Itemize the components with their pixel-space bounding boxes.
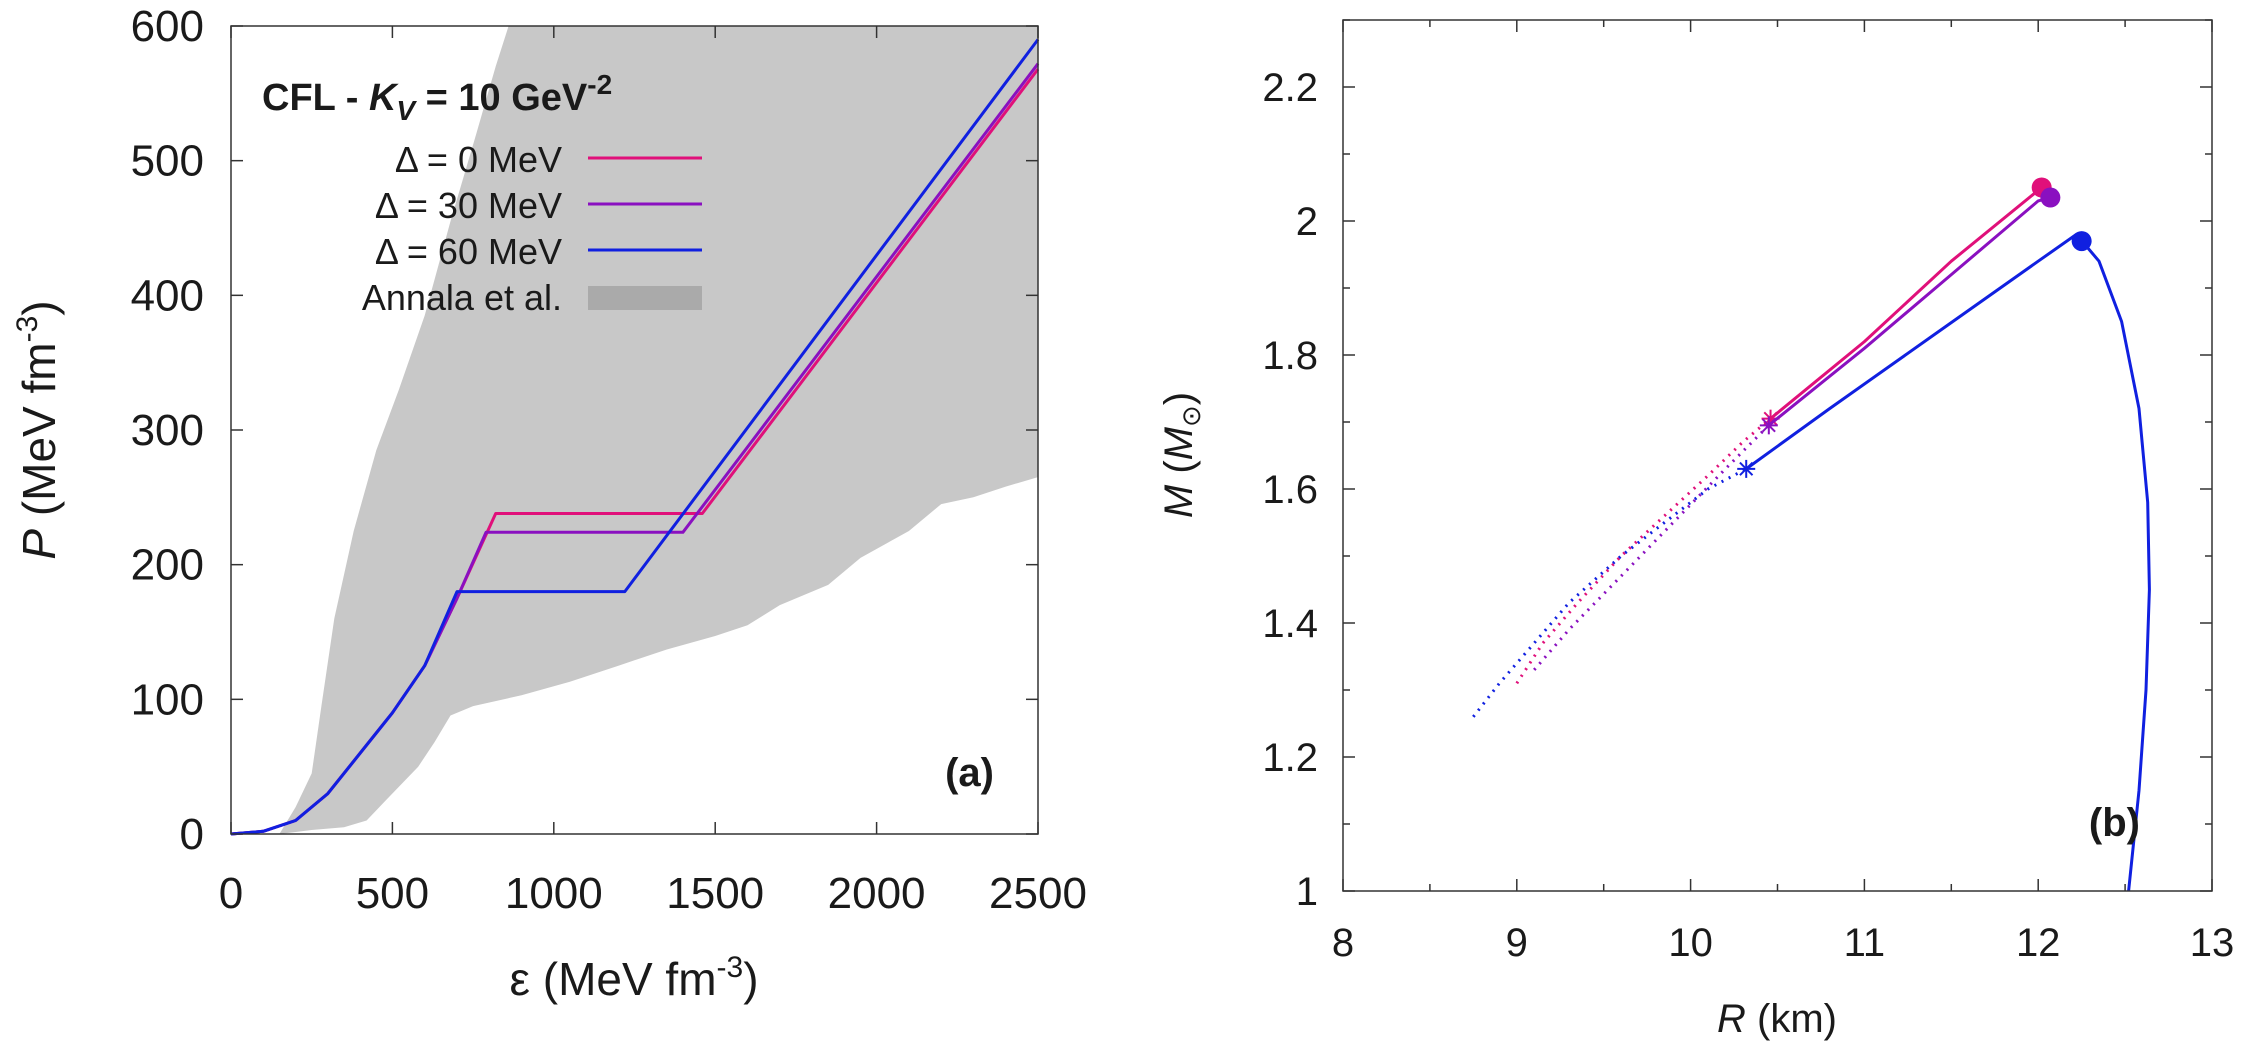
legend-title: CFL - KV = 10 GeV-2: [262, 69, 612, 126]
x-tick-label: 2500: [989, 869, 1087, 918]
series-dotted-0: [1515, 417, 1772, 685]
y-tick-label: 2.2: [1262, 66, 1318, 110]
y-tick-label: 1.6: [1262, 468, 1318, 512]
series-dotted-2: [1472, 467, 1747, 718]
x-tick-label: 500: [356, 869, 429, 918]
x-tick-label: 0: [219, 869, 243, 918]
y-tick-label: 300: [131, 406, 204, 455]
y-tick-label: 100: [131, 675, 204, 724]
x-tick-label: 10: [1668, 921, 1713, 965]
panel-b-ticks: [1342, 19, 2213, 892]
ylabel-exp: -3: [11, 316, 44, 343]
series-dotted-1: [1533, 424, 1770, 671]
xlabel-symbol: ε: [509, 953, 530, 1005]
legend-label-annala: Annala et al.: [362, 277, 562, 318]
panel-a-ylabel: P (MeV fm-3): [11, 300, 65, 559]
legend: CFL - KV = 10 GeV-2 Δ = 0 MeV Δ = 30 MeV…: [262, 69, 702, 318]
series-solid-1: [1767, 196, 2051, 427]
panel-a-xlabel: ε (MeV fm-3): [509, 951, 758, 1005]
panel-b-tick-labels: 8 9 10 11 12 13 1 1.2 1.4 1.6 1.8 2 2.2: [1262, 66, 2234, 965]
panel-a-label: (a): [945, 751, 994, 795]
panel-b-ylabel: M (M⊙): [1157, 392, 1206, 518]
panel-a: 0 500 1000 1500 2000 25000100200300400500600 …: [11, 2, 1087, 1005]
legend-label-delta60: Δ = 60 MeV: [375, 231, 562, 272]
y-tick-label: 1.2: [1262, 736, 1318, 780]
panel-b-series: [1472, 177, 2151, 892]
xlabel-exp: -3: [717, 951, 744, 984]
y-tick-label: 2: [1296, 200, 1318, 244]
xlabel-close: ): [743, 953, 758, 1005]
max-mass-marker: [2071, 231, 2092, 252]
annala-band: [279, 26, 1038, 834]
y-tick-label: 200: [131, 541, 204, 590]
panel-b-xlabel: R (km): [1717, 997, 1837, 1041]
y-tick-label: 0: [180, 810, 204, 859]
x-tick-label: 2000: [828, 869, 926, 918]
ylabel-close: ): [13, 300, 65, 315]
xlabel-unit: (MeV fm: [530, 953, 717, 1005]
panel-a-tick-labels: 0 500 1000 1500 2000 2500 0 100 200 300 400 500 600: [131, 2, 1087, 918]
series-solid-2: [1745, 232, 2151, 892]
x-tick-label: 13: [2190, 921, 2235, 965]
max-mass-marker: [2040, 187, 2061, 208]
panel-a-frame: [230, 25, 1039, 835]
panel-b-label: (b): [2089, 801, 2140, 845]
ylabel-symbol: P: [13, 529, 65, 560]
transition-star-marker: [1759, 416, 1778, 435]
legend-label-delta30: Δ = 30 MeV: [375, 185, 562, 226]
y-tick-label: 1.8: [1262, 334, 1318, 378]
series-line-2: [230, 38, 1040, 836]
legend-swatch-annala: [588, 286, 702, 310]
panel-a-series: [230, 38, 1040, 836]
y-tick-label: 600: [131, 2, 204, 51]
x-tick-label: 1000: [505, 869, 603, 918]
y-tick-label: 400: [131, 271, 204, 320]
panel-b: 8 9 10 11 12 13 1 1.2 1.4 1.6 1.8 2 2.2 R (km) M (M⊙…: [1157, 19, 2234, 1041]
x-tick-label: 8: [1332, 921, 1354, 965]
x-tick-label: 11: [1844, 921, 1886, 965]
legend-label-delta0: Δ = 0 MeV: [395, 139, 562, 180]
y-tick-label: 1.4: [1262, 602, 1318, 646]
y-tick-label: 1: [1296, 870, 1318, 914]
x-tick-label: 12: [2016, 921, 2061, 965]
panel-b-frame: [1342, 19, 2213, 892]
y-tick-label: 500: [131, 137, 204, 186]
ylabel-unit: (MeV fm: [13, 342, 65, 529]
series-solid-0: [1769, 186, 2043, 420]
x-tick-label: 1500: [666, 869, 764, 918]
x-tick-label: 9: [1506, 921, 1528, 965]
transition-star-marker: [1737, 459, 1756, 478]
